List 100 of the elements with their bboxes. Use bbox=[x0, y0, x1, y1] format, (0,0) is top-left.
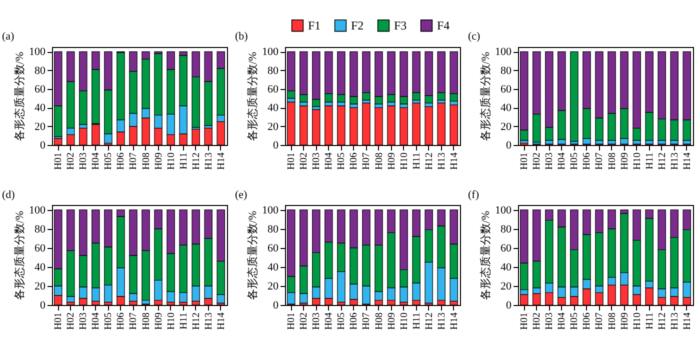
x-tick-label: H06 bbox=[116, 312, 127, 330]
y-tick-label: 100 bbox=[29, 204, 46, 216]
y-tick-label: 0 bbox=[506, 140, 512, 152]
x-tick-label: H04 bbox=[324, 152, 335, 170]
x-tick-label: H11 bbox=[411, 152, 422, 170]
x-tick-label: H03 bbox=[311, 152, 322, 170]
y-tick-label: 80 bbox=[34, 223, 46, 236]
x-tick-label: H01 bbox=[286, 312, 298, 330]
x-tick-label: H04 bbox=[90, 152, 102, 170]
x-tick-label: H10 bbox=[632, 152, 643, 170]
y-tick-label: 40 bbox=[34, 261, 46, 274]
x-tick-label: H06 bbox=[116, 152, 127, 170]
chart-title: (f) bbox=[468, 188, 480, 201]
x-tick-label: H13 bbox=[203, 312, 214, 330]
x-tick-label: H09 bbox=[619, 152, 630, 170]
y-tick-label: 0 bbox=[40, 140, 46, 152]
y-tick-label: 40 bbox=[268, 261, 279, 274]
x-tick-label: H03 bbox=[544, 152, 556, 170]
y-tick-label: 100 bbox=[495, 46, 512, 58]
x-tick-label: H14 bbox=[216, 312, 227, 330]
x-tick-label: H13 bbox=[669, 312, 680, 330]
x-tick-label: H05 bbox=[336, 312, 348, 330]
x-tick-label: H02 bbox=[66, 312, 77, 330]
y-tick-label: 40 bbox=[500, 261, 512, 274]
x-tick-label: H12 bbox=[190, 312, 202, 330]
chart-title: (d) bbox=[2, 188, 16, 201]
y-tick-label: 0 bbox=[273, 300, 279, 312]
y-axis-title: 各形态质量分数/% bbox=[246, 52, 259, 142]
x-tick-label: H01 bbox=[286, 152, 298, 170]
x-tick-label: H05 bbox=[103, 152, 114, 170]
x-tick-label: H04 bbox=[556, 312, 568, 330]
y-tick-label: 60 bbox=[34, 242, 46, 254]
y-tick-label: 80 bbox=[500, 64, 512, 77]
y-tick-label: 40 bbox=[500, 102, 512, 114]
x-tick-label: H14 bbox=[448, 152, 460, 170]
x-tick-label: H05 bbox=[336, 152, 348, 170]
y-axis-title: 各形态质量分数/% bbox=[13, 210, 26, 300]
x-tick-label: H10 bbox=[398, 152, 410, 170]
x-tick-label: H05 bbox=[569, 152, 580, 170]
x-tick-label: H07 bbox=[361, 152, 372, 170]
x-tick-label: H11 bbox=[178, 312, 190, 330]
y-tick-label: 80 bbox=[34, 64, 46, 77]
y-axis-title: 各形态质量分数/% bbox=[13, 52, 26, 142]
x-tick-label: H14 bbox=[682, 152, 693, 170]
x-tick-label: H09 bbox=[153, 152, 164, 170]
legend-label: F4 bbox=[437, 18, 450, 33]
x-tick-label: H13 bbox=[436, 152, 448, 170]
x-tick-label: H03 bbox=[544, 312, 556, 330]
x-tick-label: H06 bbox=[582, 152, 593, 170]
y-tick-label: 40 bbox=[268, 102, 279, 114]
x-tick-label: H14 bbox=[682, 312, 693, 330]
x-tick-label: H13 bbox=[669, 152, 680, 170]
x-tick-label: H08 bbox=[606, 312, 618, 330]
x-tick-label: H11 bbox=[644, 152, 656, 170]
x-tick-label: H02 bbox=[532, 152, 543, 170]
y-tick-label: 20 bbox=[268, 280, 279, 292]
x-tick-label: H11 bbox=[178, 152, 190, 170]
y-tick-label: 60 bbox=[500, 242, 512, 254]
x-tick-label: H08 bbox=[374, 312, 385, 330]
y-tick-label: 0 bbox=[40, 300, 46, 312]
x-tick-label: H04 bbox=[90, 312, 102, 330]
legend-label: F3 bbox=[394, 18, 407, 33]
x-tick-label: H02 bbox=[66, 152, 77, 170]
x-tick-label: H10 bbox=[166, 152, 177, 170]
x-tick-label: H02 bbox=[298, 312, 310, 330]
chart-title: (b) bbox=[235, 30, 248, 43]
y-tick-label: 20 bbox=[500, 120, 512, 133]
chart-title: (a) bbox=[2, 30, 15, 43]
x-tick-label: H06 bbox=[582, 312, 593, 330]
x-tick-label: H09 bbox=[386, 152, 398, 170]
x-tick-label: H05 bbox=[569, 312, 580, 330]
x-tick-label: H10 bbox=[632, 312, 643, 330]
x-tick-label: H06 bbox=[348, 312, 360, 330]
y-tick-label: 20 bbox=[268, 120, 279, 133]
y-tick-label: 40 bbox=[34, 102, 46, 114]
x-tick-label: H07 bbox=[594, 152, 606, 170]
x-tick-label: H14 bbox=[216, 152, 227, 170]
x-tick-label: H03 bbox=[311, 312, 322, 330]
x-tick-label: H12 bbox=[190, 152, 202, 170]
x-tick-label: H08 bbox=[140, 312, 152, 330]
x-tick-label: H02 bbox=[298, 152, 310, 170]
x-tick-label: H01 bbox=[519, 152, 530, 170]
x-tick-label: H09 bbox=[386, 312, 398, 330]
x-tick-label: H08 bbox=[374, 152, 385, 170]
y-tick-label: 60 bbox=[268, 84, 279, 96]
x-tick-label: H03 bbox=[78, 152, 90, 170]
y-tick-label: 80 bbox=[500, 223, 512, 236]
x-tick-label: H01 bbox=[53, 312, 64, 330]
y-tick-label: 100 bbox=[495, 204, 512, 216]
x-tick-label: H07 bbox=[128, 312, 140, 330]
y-tick-label: 20 bbox=[500, 280, 512, 292]
chart-title: (e) bbox=[235, 188, 248, 201]
y-axis-title: 各形态质量分数/% bbox=[246, 210, 259, 300]
legend-label: F2 bbox=[351, 18, 364, 33]
x-tick-label: H12 bbox=[424, 152, 435, 170]
y-tick-label: 20 bbox=[34, 120, 46, 133]
chart-title: (c) bbox=[468, 30, 481, 43]
legend-label: F1 bbox=[308, 18, 321, 33]
x-tick-label: H06 bbox=[348, 152, 360, 170]
x-tick-label: H09 bbox=[619, 312, 630, 330]
